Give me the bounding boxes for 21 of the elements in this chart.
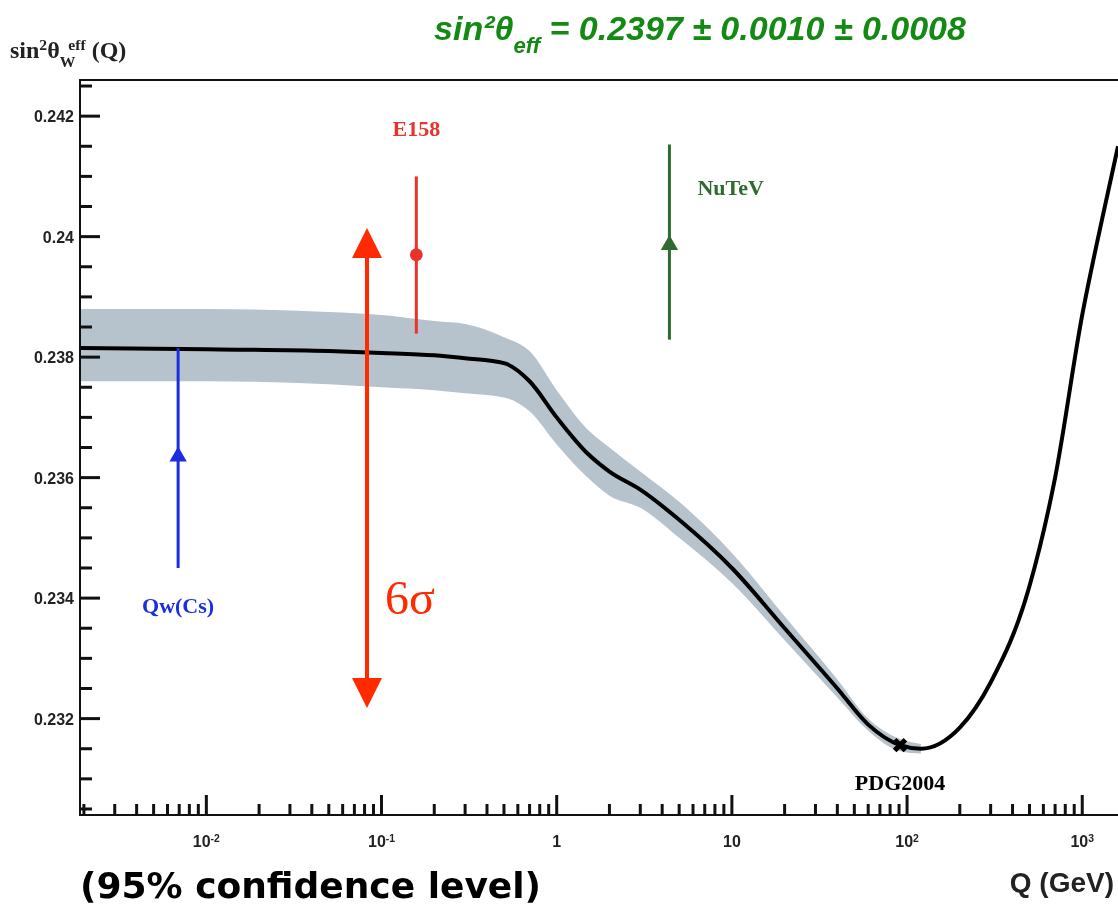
series-label: PDG2004	[854, 770, 946, 796]
y-tick-label: 0.242	[33, 108, 75, 126]
y-tick-label: 0.24	[42, 228, 75, 246]
text: NuTeV	[697, 174, 764, 200]
x-tick-label: 10$^{2}$	[895, 832, 920, 850]
y-tick-label: 0.232	[33, 710, 75, 728]
y-tick-label: 0.234	[33, 590, 75, 608]
y-tick-label: 0.236	[33, 469, 75, 487]
annotation: 6σ	[385, 571, 435, 624]
x-tick-label: 10	[722, 833, 741, 850]
text: (95% confidence level)	[80, 865, 542, 906]
x-tick-label: 10$^{-2}$	[192, 832, 221, 850]
chart-title: sin²θ$_{eff}$ = 0.2397 ± 0.0010 ± 0.0008	[434, 9, 967, 58]
text: E158	[392, 116, 441, 142]
x-tick-label: 1	[552, 833, 562, 850]
x-axis-title: Q (GeV)	[1009, 867, 1114, 898]
x-tick-label: 10$^{-1}$	[368, 832, 396, 850]
y-tick-label: 0.238	[33, 349, 75, 367]
y-axis-title: sin$^{2}$θ$_{W}$$^{eff}$ (Q)	[10, 35, 127, 70]
x-tick-label: 10$^{3}$	[1070, 832, 1095, 850]
text: Qw(Cs)	[142, 592, 215, 618]
